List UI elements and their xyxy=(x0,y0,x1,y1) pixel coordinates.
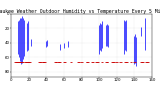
Title: Milwaukee Weather Outdoor Humidity vs Temperature Every 5 Minutes: Milwaukee Weather Outdoor Humidity vs Te… xyxy=(0,9,160,14)
